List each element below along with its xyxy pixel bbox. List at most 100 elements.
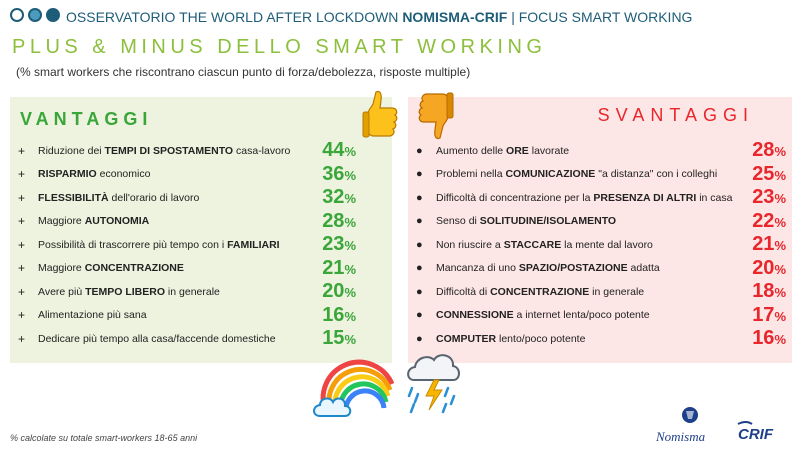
- item-label-bold: CONCENTRAZIONE: [84, 262, 184, 275]
- item-label: Mancanza di uno SPAZIO/POSTAZIONE adatta: [436, 262, 660, 274]
- item-value: 36%: [322, 163, 356, 186]
- rainbow-cloud-icon: [313, 359, 394, 417]
- item-value-unit: %: [344, 332, 356, 348]
- plus-icon: +: [18, 308, 26, 323]
- bullet-dot-icon: ●: [416, 285, 423, 298]
- item-label: FLESSIBILITÀ dell'orario di lavoro: [38, 192, 199, 204]
- list-item: + Maggiore CONCENTRAZIONE 21%: [10, 257, 392, 281]
- svantaggi-panel: SVANTAGGI ● Aumento delle ORE lavorate 28%…: [408, 97, 792, 363]
- item-value-unit: %: [344, 238, 356, 254]
- item-label-bold: CONCENTRAZIONE: [490, 285, 590, 298]
- item-value-number: 32: [322, 186, 345, 209]
- item-value-unit: %: [344, 214, 356, 230]
- header-suffix: | FOCUS SMART WORKING: [507, 9, 693, 25]
- item-label-pre: Difficoltà di concentrazione per la: [436, 191, 594, 204]
- item-label-bold: AUTONOMIA: [84, 215, 150, 228]
- item-value-unit: %: [344, 191, 356, 207]
- bullet-dot-icon: ●: [416, 168, 423, 181]
- item-value-number: 23: [752, 186, 775, 209]
- item-label-bold: ORE: [506, 144, 529, 157]
- header-dots: [10, 8, 60, 22]
- item-value-number: 36: [322, 162, 345, 185]
- item-value: 21%: [322, 257, 356, 280]
- item-label: Dedicare più tempo alla casa/faccende do…: [38, 333, 276, 345]
- item-label-pre: Problemi nella: [436, 168, 506, 181]
- item-label-bold: RISPARMIO: [38, 168, 97, 181]
- list-item: + Riduzione dei TEMPI DI SPOSTAMENTO casa…: [10, 139, 392, 163]
- item-value-number: 28: [322, 209, 345, 232]
- item-label-pre: Maggiore: [38, 215, 85, 228]
- plus-icon: +: [18, 143, 26, 158]
- bullet-dot-icon: ●: [416, 309, 423, 322]
- page-subtitle: (% smart workers che riscontrano ciascun…: [16, 65, 471, 79]
- item-value: 44%: [322, 139, 356, 162]
- crif-logo: CRIF: [737, 421, 774, 442]
- item-value-number: 20: [322, 280, 345, 303]
- list-item: + FLESSIBILITÀ dell'orario di lavoro 32%: [10, 186, 392, 210]
- list-item: + Avere più TEMPO LIBERO in generale 20%: [10, 280, 392, 304]
- item-label-bold: FLESSIBILITÀ: [38, 191, 109, 204]
- item-value-number: 16: [752, 327, 775, 350]
- list-item: ● Difficoltà di concentrazione per la PRE…: [408, 186, 792, 210]
- item-value: 25%: [752, 163, 786, 186]
- item-label-post: casa-lavoro: [233, 144, 291, 157]
- bullet-dot-icon: ●: [416, 215, 423, 228]
- bullet-dot-icon: ●: [416, 191, 423, 204]
- item-label-bold: COMPUTER: [436, 332, 497, 345]
- nomisma-logo: Nomisma: [655, 407, 706, 444]
- list-item: ● Non riuscire a STACCARE la mente dal la…: [408, 233, 792, 257]
- item-value-unit: %: [774, 332, 786, 348]
- item-value: 23%: [322, 233, 356, 256]
- item-value-number: 20: [752, 256, 775, 279]
- item-label-bold: TEMPO LIBERO: [85, 285, 166, 298]
- crif-logo-text: CRIF: [738, 426, 774, 442]
- item-value-number: 21: [322, 256, 345, 279]
- item-label-pre: Dedicare più tempo alla casa/faccende do…: [38, 332, 276, 345]
- header-brand: NOMISMA-CRIF: [402, 9, 508, 25]
- storm-cloud-icon: [407, 354, 460, 414]
- item-label: Maggiore AUTONOMIA: [38, 215, 149, 227]
- item-value: 18%: [752, 280, 786, 303]
- vantaggi-panel: VANTAGGI + Riduzione dei TEMPI DI SPOSTAM…: [10, 97, 392, 363]
- item-value: 16%: [322, 304, 356, 327]
- item-value-unit: %: [344, 261, 356, 277]
- vantaggi-title: VANTAGGI: [20, 109, 153, 129]
- item-label-bold: TEMPI DI SPOSTAMENTO: [104, 144, 234, 157]
- dot-icon: [28, 8, 42, 22]
- item-value-unit: %: [344, 144, 356, 160]
- item-label-bold: PRESENZA DI ALTRI: [593, 191, 697, 204]
- item-label-post: la mente dal lavoro: [561, 238, 653, 251]
- item-value-unit: %: [774, 261, 786, 277]
- list-item: ● Difficoltà di CONCENTRAZIONE in general…: [408, 280, 792, 304]
- bullet-dot-icon: ●: [416, 238, 423, 251]
- item-value-number: 16: [322, 303, 345, 326]
- item-label-post: a internet lenta/poco potente: [513, 309, 650, 322]
- thumbs-down-icon: [418, 92, 454, 140]
- header-prefix: OSSERVATORIO THE WORLD AFTER LOCKDOWN: [66, 9, 403, 25]
- list-item: ● COMPUTER lento/poco potente 16%: [408, 327, 792, 351]
- item-value-unit: %: [774, 144, 786, 160]
- nomisma-logo-text: Nomisma: [655, 429, 706, 444]
- list-item: ● Mancanza di uno SPAZIO/POSTAZIONE adatt…: [408, 257, 792, 281]
- list-item: ● Senso di SOLITUDINE/ISOLAMENTO 22%: [408, 210, 792, 234]
- item-label-pre: Riduzione dei: [38, 144, 105, 157]
- item-label-pre: Senso di: [436, 215, 480, 228]
- item-value-unit: %: [344, 308, 356, 324]
- item-value-number: 23: [322, 233, 345, 256]
- item-value: 20%: [752, 257, 786, 280]
- item-label-bold: STACCARE: [503, 238, 562, 251]
- item-label-post: lavorate: [528, 144, 570, 157]
- item-value-unit: %: [774, 167, 786, 183]
- item-value-unit: %: [774, 191, 786, 207]
- item-label-pre: Non riuscire a: [436, 238, 504, 251]
- list-item: + Alimentazione più sana 16%: [10, 304, 392, 328]
- bullet-dot-icon: ●: [416, 332, 423, 345]
- item-value-unit: %: [774, 308, 786, 324]
- list-item: + Possibilità di trascorrere più tempo co…: [10, 233, 392, 257]
- item-label-bold: SPAZIO/POSTAZIONE: [518, 262, 628, 275]
- vantaggi-list: + Riduzione dei TEMPI DI SPOSTAMENTO casa…: [10, 139, 392, 351]
- list-item: ● Problemi nella COMUNICAZIONE "a distanz…: [408, 163, 792, 187]
- item-label-bold: SOLITUDINE/ISOLAMENTO: [479, 215, 617, 228]
- svantaggi-title: SVANTAGGI: [597, 105, 754, 125]
- plus-icon: +: [18, 331, 26, 346]
